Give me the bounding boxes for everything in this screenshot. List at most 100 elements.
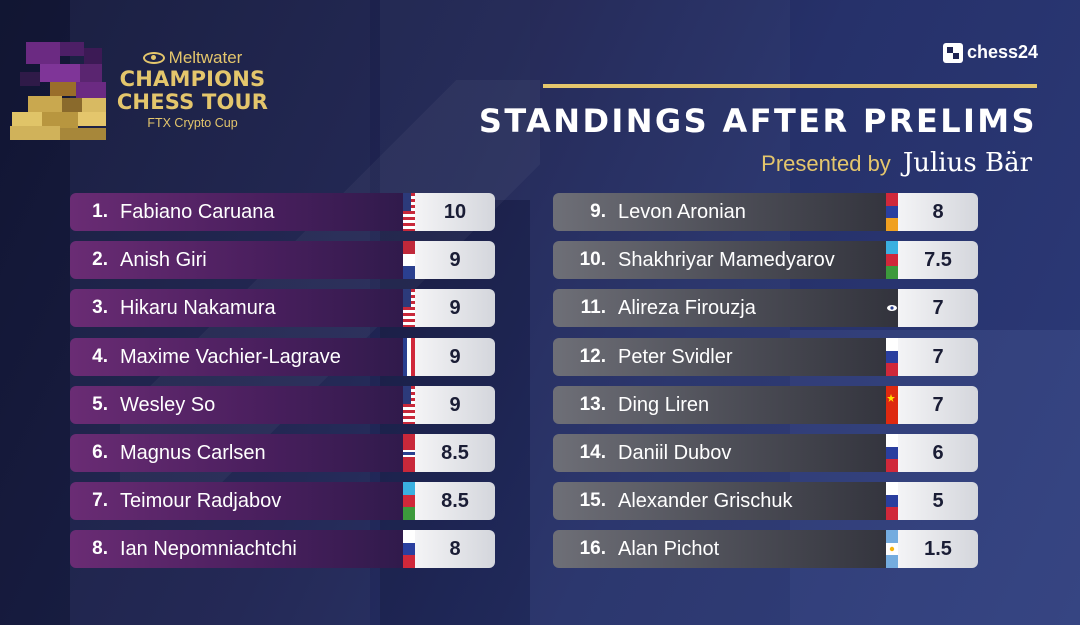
player-name: Daniil Dubov xyxy=(618,441,732,464)
player-bar: 4. Maxime Vachier-Lagrave xyxy=(70,338,415,376)
player-bar: 10. Shakhriyar Mamedyarov xyxy=(553,241,898,279)
netherlands-flag-icon xyxy=(403,241,415,279)
norway-flag-icon xyxy=(403,434,415,472)
russia-flag-icon xyxy=(403,530,415,568)
brand-block: Meltwater CHAMPIONS CHESS TOUR FTX Crypt… xyxy=(110,48,275,130)
player-score: 9 xyxy=(415,338,495,376)
standings-row: 5. Wesley So 9 xyxy=(70,386,495,425)
standings-row: 10. Shakhriyar Mamedyarov 7.5 xyxy=(553,241,978,279)
player-rank: 5. xyxy=(92,394,108,415)
player-score: 9 xyxy=(415,386,495,424)
standings-row: 11. Alireza Firouzja 7 xyxy=(553,289,978,327)
player-name: Maxime Vachier-Lagrave xyxy=(120,345,341,368)
title-divider xyxy=(543,84,1037,88)
usa-flag-icon xyxy=(403,193,415,232)
player-bar: 15. Alexander Grischuk xyxy=(553,482,898,520)
player-score: 7 xyxy=(898,289,978,327)
player-bar: 8. Ian Nepomniachtchi xyxy=(70,530,415,568)
player-name: Magnus Carlsen xyxy=(120,441,266,464)
player-bar: 2. Anish Giri xyxy=(70,241,415,279)
player-name: Alan Pichot xyxy=(618,537,720,560)
player-bar: 12. Peter Svidler xyxy=(553,338,898,376)
standings-row: 13. Ding Liren 7 xyxy=(553,386,978,424)
france-flag-icon xyxy=(403,338,415,376)
player-name: Wesley So xyxy=(120,393,216,416)
background-panel xyxy=(790,330,1080,625)
standings-row: 9. Levon Aronian 8 xyxy=(553,193,978,231)
player-name: Ian Nepomniachtchi xyxy=(120,537,297,560)
player-bar: 11. Alireza Firouzja xyxy=(553,289,898,327)
standings-row: 6. Magnus Carlsen 8.5 xyxy=(70,434,495,472)
azerbaijan-flag-icon xyxy=(403,482,415,520)
player-rank: 16. xyxy=(579,538,606,559)
standings-row: 2. Anish Giri 9 xyxy=(70,241,495,279)
russia-flag-icon xyxy=(886,434,898,472)
player-score: 8.5 xyxy=(415,482,495,520)
event-name: FTX Crypto Cup xyxy=(147,116,238,130)
partner-name: chess24 xyxy=(966,42,1038,62)
player-rank: 7. xyxy=(92,490,108,511)
player-rank: 4. xyxy=(92,346,108,367)
player-score: 8.5 xyxy=(415,434,495,472)
player-name: Peter Svidler xyxy=(618,345,733,368)
player-score: 8 xyxy=(898,193,978,231)
player-rank: 2. xyxy=(92,249,108,270)
player-bar: 13. Ding Liren xyxy=(553,386,898,424)
brand-company: Meltwater xyxy=(168,48,243,67)
player-name: Shakhriyar Mamedyarov xyxy=(618,248,835,271)
russia-flag-icon xyxy=(886,482,898,520)
standings-row: 12. Peter Svidler 7 xyxy=(553,338,978,376)
argentina-flag-icon xyxy=(886,530,898,568)
player-name: Fabiano Caruana xyxy=(120,200,275,223)
standings-row: 16. Alan Pichot 1.5 xyxy=(553,530,978,568)
player-rank: 14. xyxy=(579,442,606,463)
standings-row: 4. Maxime Vachier-Lagrave 9 xyxy=(70,338,495,376)
player-score: 9 xyxy=(415,289,495,327)
page-title: STANDINGS AFTER PRELIMS xyxy=(478,102,1037,140)
player-rank: 3. xyxy=(92,297,108,318)
standings-row: 14. Daniil Dubov 6 xyxy=(553,434,978,472)
china-flag-icon xyxy=(886,386,898,424)
champions-chess-tour-logo-icon xyxy=(10,42,110,140)
partner-logo: chess24 xyxy=(942,42,1038,63)
player-bar: 14. Daniil Dubov xyxy=(553,434,898,472)
armenia-flag-icon xyxy=(886,193,898,231)
player-score: 6 xyxy=(898,434,978,472)
player-score: 7 xyxy=(898,338,978,376)
usa-flag-icon xyxy=(403,289,415,328)
russia-flag-icon xyxy=(886,338,898,376)
player-rank: 15. xyxy=(579,490,606,511)
player-rank: 9. xyxy=(590,201,606,222)
player-name: Levon Aronian xyxy=(618,200,746,223)
player-score: 7 xyxy=(898,386,978,424)
player-bar: 6. Magnus Carlsen xyxy=(70,434,415,472)
presented-by-label: Presented by xyxy=(761,151,891,176)
fide-flag-icon xyxy=(886,289,898,327)
player-bar: 16. Alan Pichot xyxy=(553,530,898,568)
sponsor-line: Presented by Julius Bär xyxy=(761,148,1032,178)
player-score: 8 xyxy=(415,530,495,568)
player-score: 9 xyxy=(415,241,495,279)
player-bar: 1. Fabiano Caruana xyxy=(70,193,415,232)
player-rank: 10. xyxy=(579,249,606,270)
player-rank: 1. xyxy=(92,201,108,222)
player-name: Teimour Radjabov xyxy=(120,489,282,512)
brand-title-line1: CHAMPIONS xyxy=(119,67,266,91)
usa-flag-icon xyxy=(403,386,415,425)
player-rank: 12. xyxy=(579,346,606,367)
standings-row: 7. Teimour Radjabov 8.5 xyxy=(70,482,495,520)
player-score: 7.5 xyxy=(898,241,978,279)
player-bar: 3. Hikaru Nakamura xyxy=(70,289,415,328)
player-bar: 5. Wesley So xyxy=(70,386,415,425)
meltwater-wordmark: Meltwater xyxy=(110,48,275,68)
player-rank: 6. xyxy=(92,442,108,463)
standings-row: 15. Alexander Grischuk 5 xyxy=(553,482,978,520)
azerbaijan-flag-icon xyxy=(886,241,898,279)
player-name: Ding Liren xyxy=(618,393,710,416)
player-rank: 13. xyxy=(579,394,606,415)
player-bar: 9. Levon Aronian xyxy=(553,193,898,231)
player-bar: 7. Teimour Radjabov xyxy=(70,482,415,520)
standings-row: 8. Ian Nepomniachtchi 8 xyxy=(70,530,495,568)
player-name: Alexander Grischuk xyxy=(618,489,793,512)
player-name: Anish Giri xyxy=(120,248,207,271)
